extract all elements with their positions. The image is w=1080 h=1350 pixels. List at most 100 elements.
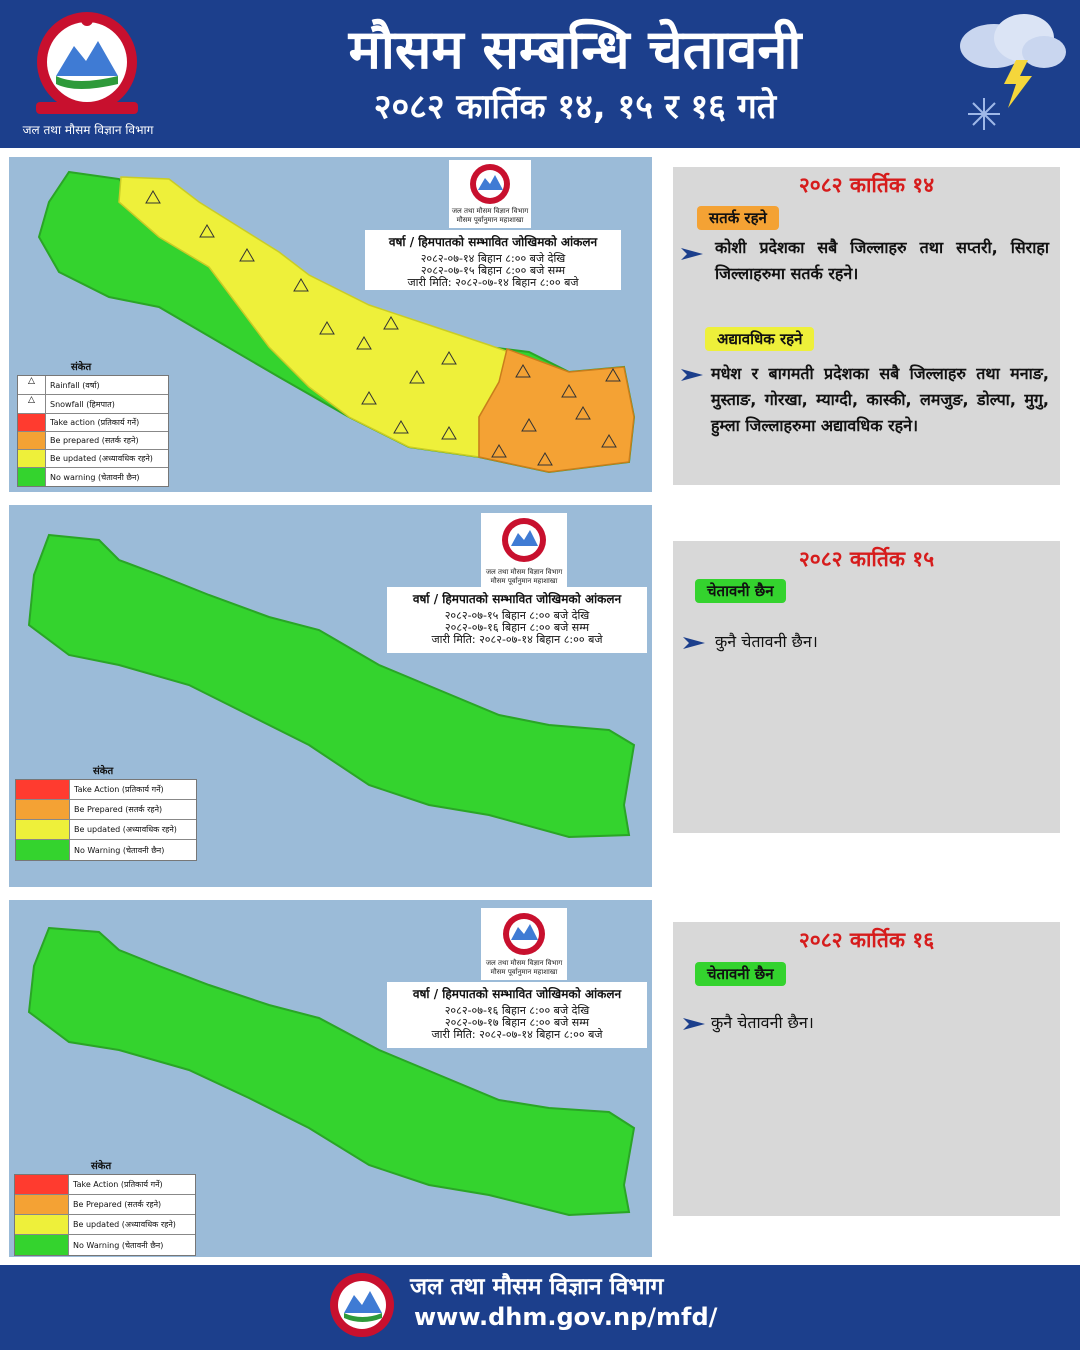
forecast-box-line: २०८२-०७-१७ बिहान ८:०० बजे सम्म [444,1016,590,1029]
warning-text: मधेश र बागमती प्रदेशका सबै जिल्लाहरु तथा… [711,364,1049,435]
forecast-box-line: जारी मिति: २०८२-०७-१४ बिहान ८:०० बजे [431,633,603,646]
storm-cloud-snow-icon [960,14,1066,130]
panel-date: २०८२ कार्तिक १६ [798,928,935,952]
forecast-map-day1: जल तथा मौसम विज्ञान विभाग मौसम पूर्वानुमा… [9,157,652,492]
legend-swatch [18,468,46,486]
website-link[interactable]: www.dhm.gov.np/mfd/ [414,1303,718,1331]
forecast-box-title: वर्षा / हिमपातको सम्भावित जोखिमको आंकलन [412,987,622,1001]
forecast-box-line: २०८२-०७-१६ बिहान ८:०० बजे देखि [444,1004,590,1017]
government-emblem-icon [503,913,545,955]
legend-label: Be updated (अध्यावधिक रहने) [74,825,177,834]
legend-swatch [18,414,46,431]
legend-swatch [15,1175,69,1194]
nepal-warning-map [37,170,636,474]
footer-banner: जल तथा मौसम विज्ञान विभाग www.dhm.gov.np… [0,1265,1080,1350]
legend-row: Take Action (प्रतिकार्य गर्ने) [16,780,196,800]
map-legend: Take Action (प्रतिकार्य गर्ने) Be Prepar… [15,779,197,861]
map-logo-line: जल तथा मौसम विज्ञान विभाग [485,959,563,967]
nepal-warning-map [27,926,636,1217]
map-legend: Take Action (प्रतिकार्य गर्ने) Be Prepar… [14,1174,196,1256]
legend-swatch [18,432,46,449]
legend-label: No Warning (चेतावनी छैन) [73,1240,164,1250]
header-banner: जल तथा मौसम विज्ञान विभाग मौसम सम्बन्धि … [0,0,1080,148]
legend-row: No Warning (चेतावनी छैन) [15,1235,195,1255]
map-logo-line: जल तथा मौसम विज्ञान विभाग [451,207,529,215]
legend-label: No warning (चेतावनी छैन) [50,472,140,482]
nepal-warning-map [27,533,636,839]
forecast-map-day3: जल तथा मौसम विज्ञान विभाग मौसम पूर्वानुमा… [9,900,652,1257]
warning-text: कुनै चेतावनी छैन। [715,632,818,651]
legend-swatch [16,840,70,860]
legend-row: △ Snowfall (हिमपात) [18,395,168,414]
department-name: जल तथा मौसम विज्ञान विभाग [22,123,154,137]
panel-date: २०८२ कार्तिक १५ [798,547,935,571]
warning-level-tag: चेतावनी छैन [695,579,786,603]
warning-panel-day2: २०८२ कार्तिक १५ चेतावनी छैन कुनै चेतावनी… [673,541,1060,833]
warning-level-tag: चेतावनी छैन [695,962,786,986]
warning-text: कुनै चेतावनी छैन। [711,1013,814,1032]
legend-swatch [15,1235,69,1255]
legend-row: No Warning (चेतावनी छैन) [16,840,196,860]
warning-level-tag: सतर्क रहने [697,206,779,230]
legend-row: Be updated (अध्यावधिक रहने) [15,1215,195,1235]
map-logo-line: जल तथा मौसम विज्ञान विभाग [485,568,563,576]
government-emblem-icon [470,164,510,204]
forecast-box-line: २०८२-०७-१५ बिहान ८:०० बजे देखि [444,609,590,622]
rain-icon: △ [18,376,46,394]
government-emblem-icon [502,518,546,562]
legend-label: No Warning (चेतावनी छैन) [74,845,165,855]
warning-panel-day3: २०८२ कार्तिक १६ चेतावनी छैन कुनै चेतावनी… [673,922,1060,1216]
government-emblem-icon [36,12,138,114]
footer-department: जल तथा मौसम विज्ञान विभाग [410,1274,664,1300]
forecast-box-line: जारी मिति: २०८२-०७-१४ बिहान ८:०० बजे [431,1028,603,1041]
legend-label: Take Action (प्रतिकार्य गर्ने) [74,785,164,794]
snow-icon: △ [18,395,46,413]
legend-heading: संकेत [93,766,114,777]
map-logo-line: मौसम पूर्वानुमान महाशाखा [456,216,524,224]
warning-level-tag: अद्यावधिक रहने [705,327,815,351]
arrow-bullet-icon [681,369,703,381]
legend-row: Be prepared (सतर्क रहने) [18,432,168,450]
legend-row: Take Action (प्रतिकार्य गर्ने) [15,1175,195,1195]
legend-swatch [15,1195,69,1214]
legend-label: Rainfall (वर्षा) [50,380,100,390]
page-subtitle: २०८२ कार्तिक १४, १५ र १६ गते [373,87,777,127]
legend-row: Be Prepared (सतर्क रहने) [16,800,196,820]
legend-swatch [18,450,46,467]
legend-label: Be updated (अध्यावधिक रहने) [50,454,153,463]
legend-label: Be Prepared (सतर्क रहने) [74,805,163,814]
map-logo: जल तथा मौसम विज्ञान विभाग मौसम पूर्वानुमा… [481,908,567,980]
legend-label: Be Prepared (सतर्क रहने) [73,1200,162,1209]
arrow-bullet-icon [683,637,705,649]
legend-label: Take action (प्रतिकार्य गर्ने) [50,418,140,427]
legend-row: △ Rainfall (वर्षा) [18,376,168,395]
legend-heading: संकेत [91,1161,112,1172]
legend-row: Be updated (अध्यावधिक रहने) [16,820,196,840]
panel-date: २०८२ कार्तिक १४ [798,173,935,197]
map-logo-line: मौसम पूर्वानुमान महाशाखा [490,968,558,976]
forecast-info-box: वर्षा / हिमपातको सम्भावित जोखिमको आंकलन … [387,982,647,1048]
warning-text: कोशी प्रदेशका सबै जिल्लाहरु तथा सप्तरी, … [715,238,1049,283]
forecast-box-line: २०८२-०७-१४ बिहान ८:०० बजे देखि [420,252,566,265]
forecast-info-box: वर्षा / हिमपातको सम्भावित जोखिमको आंकलन … [365,230,621,290]
forecast-box-line: २०८२-०७-१६ बिहान ८:०० बजे सम्म [444,621,590,634]
legend-swatch [15,1215,69,1234]
legend-label: Snowfall (हिमपात) [50,399,115,409]
forecast-box-title: वर्षा / हिमपातको सम्भावित जोखिमको आंकलन [412,592,622,606]
arrow-bullet-icon [683,1018,705,1030]
government-emblem-icon [330,1273,394,1337]
legend-swatch [16,820,70,839]
legend-row: Be Prepared (सतर्क रहने) [15,1195,195,1215]
map-logo-line: मौसम पूर्वानुमान महाशाखा [490,577,558,585]
warning-panel-day1: २०८२ कार्तिक १४ सतर्क रहने कोशी प्रदेशका… [673,167,1060,485]
legend-row: No warning (चेतावनी छैन) [18,468,168,486]
legend-heading: संकेत [71,362,92,373]
forecast-info-box: वर्षा / हिमपातको सम्भावित जोखिमको आंकलन … [387,587,647,653]
page-title: मौसम सम्बन्धि चेतावनी [348,18,802,81]
map-logo: जल तथा मौसम विज्ञान विभाग मौसम पूर्वानुमा… [481,513,567,589]
legend-label: Be updated (अध्यावधिक रहने) [73,1220,176,1229]
legend-label: Take Action (प्रतिकार्य गर्ने) [73,1180,163,1189]
map-legend: △ Rainfall (वर्षा) △ Snowfall (हिमपात) Tak… [17,375,169,487]
legend-row: Be updated (अध्यावधिक रहने) [18,450,168,468]
legend-label: Be prepared (सतर्क रहने) [50,436,139,445]
